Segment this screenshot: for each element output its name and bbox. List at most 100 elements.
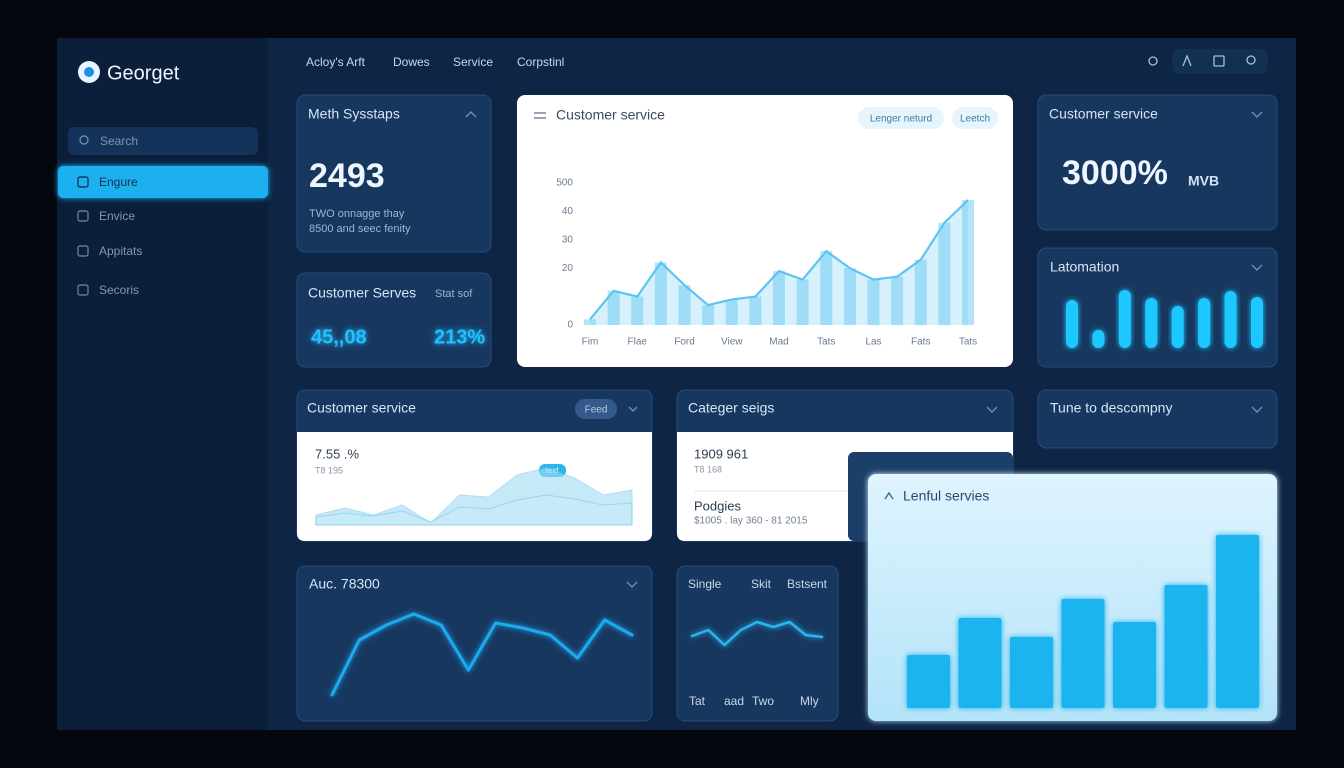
- button[interactable]: [952, 107, 998, 129]
- nav-item[interactable]: Appitats: [99, 244, 142, 258]
- search-box[interactable]: [68, 127, 258, 155]
- icon-doc[interactable]: [1213, 55, 1225, 67]
- y-tick-label: 20: [562, 263, 574, 274]
- bar: [1164, 585, 1208, 708]
- x-label: Tat: [689, 694, 706, 708]
- stripe: [773, 271, 785, 325]
- bar: [1171, 306, 1184, 348]
- nav-icon: [77, 210, 89, 222]
- x-label: aad: [724, 694, 744, 708]
- stripe: [820, 251, 833, 325]
- stripe: [891, 276, 904, 325]
- nav-item[interactable]: Secoris: [99, 283, 139, 297]
- nav-icon: [77, 284, 89, 296]
- categ-detail: $1005 . lay 360 - 81 2015: [694, 516, 808, 527]
- stripe: [938, 222, 951, 325]
- chevron[interactable]: [1251, 264, 1263, 271]
- card-title: Latomation: [1050, 259, 1119, 275]
- pill-label[interactable]: Feed: [585, 405, 608, 416]
- x-tick-label: Mad: [769, 337, 788, 348]
- y-tick-label: 30: [562, 234, 574, 245]
- top-nav-item[interactable]: Acloy's Arft: [306, 55, 366, 69]
- chevron[interactable]: [1251, 111, 1263, 118]
- legend-label: Bstsent: [787, 577, 828, 591]
- chevron[interactable]: [626, 581, 638, 588]
- icon-users[interactable]: [1148, 56, 1158, 66]
- stripe: [843, 268, 856, 325]
- card: [296, 272, 492, 368]
- card-title: Customer Serves: [308, 285, 416, 301]
- wave-sub: T8 195: [315, 465, 343, 475]
- line: [330, 612, 634, 697]
- nav-icon: [77, 176, 89, 188]
- card-title: Meth Sysstaps: [308, 106, 400, 122]
- bar: [1066, 300, 1078, 348]
- bar: [1010, 637, 1053, 708]
- stripe: [914, 259, 927, 325]
- x-tick-label: Tats: [959, 337, 977, 348]
- nav-item[interactable]: Engure: [99, 175, 138, 189]
- bar: [1251, 297, 1263, 348]
- card-title: Lenful servies: [903, 488, 989, 504]
- kpi-percent: 213%: [434, 326, 485, 348]
- area: [315, 494, 633, 526]
- bar: [1118, 290, 1131, 348]
- stripe: [631, 296, 644, 325]
- card: [676, 565, 839, 722]
- card: [296, 94, 492, 253]
- legend-label: Skit: [751, 577, 772, 591]
- kpi-value: 2493: [309, 157, 385, 195]
- y-tick-label: 0: [567, 320, 573, 331]
- chevron[interactable]: [628, 406, 638, 412]
- bar: [1113, 622, 1156, 708]
- search-placeholder: Search: [100, 134, 138, 148]
- top-nav-item[interactable]: Dowes: [393, 55, 430, 69]
- y-tick-label: 500: [556, 178, 573, 189]
- icon-search[interactable]: [1246, 55, 1256, 65]
- top-nav-item[interactable]: Service: [453, 55, 493, 69]
- card: [1037, 389, 1278, 449]
- stripe: [962, 200, 974, 325]
- button-label[interactable]: Leetch: [960, 114, 990, 125]
- button[interactable]: [858, 107, 944, 129]
- card-title: Customer service: [556, 107, 665, 123]
- pill[interactable]: [575, 399, 617, 419]
- logo-dot: [84, 67, 94, 77]
- button-label[interactable]: Lenger neturd: [870, 114, 932, 125]
- stripe: [749, 296, 762, 325]
- x-tick-label: View: [721, 337, 743, 348]
- kpi-value: 45,,08: [311, 326, 367, 348]
- kpi-note: 8500 and seec fenity: [309, 223, 411, 235]
- nav-active[interactable]: [58, 166, 268, 198]
- menu-icon[interactable]: [534, 112, 546, 119]
- card: [1037, 94, 1278, 231]
- card-title: Tune to descompny: [1050, 400, 1172, 416]
- chevron[interactable]: [1251, 406, 1263, 413]
- card-main: [517, 95, 1013, 367]
- card-title: Customer service: [307, 400, 416, 416]
- x-tick-label: Flae: [628, 337, 648, 348]
- categ-value: 1909 961: [694, 446, 748, 461]
- x-label: Mly: [800, 694, 819, 708]
- x-tick-label: Tats: [817, 337, 835, 348]
- bar: [958, 618, 1002, 708]
- bar: [1061, 599, 1105, 708]
- stripe: [584, 319, 596, 325]
- x-label: Two: [752, 694, 774, 708]
- area: [590, 200, 968, 325]
- x-tick-label: Fim: [582, 337, 599, 348]
- stripe: [725, 299, 738, 325]
- top-nav-item[interactable]: Corpstinl: [517, 55, 564, 69]
- chevron[interactable]: [986, 406, 998, 413]
- icon-up[interactable]: [1182, 54, 1192, 67]
- legend-label: Single: [688, 577, 722, 591]
- categ-sub: T8 168: [694, 464, 722, 474]
- y-tick-label: 40: [562, 206, 574, 217]
- chevron[interactable]: [465, 111, 477, 118]
- x-tick-label: Las: [865, 337, 881, 348]
- stripe: [867, 279, 880, 325]
- bar: [1198, 298, 1211, 348]
- nav-item[interactable]: Envice: [99, 209, 135, 223]
